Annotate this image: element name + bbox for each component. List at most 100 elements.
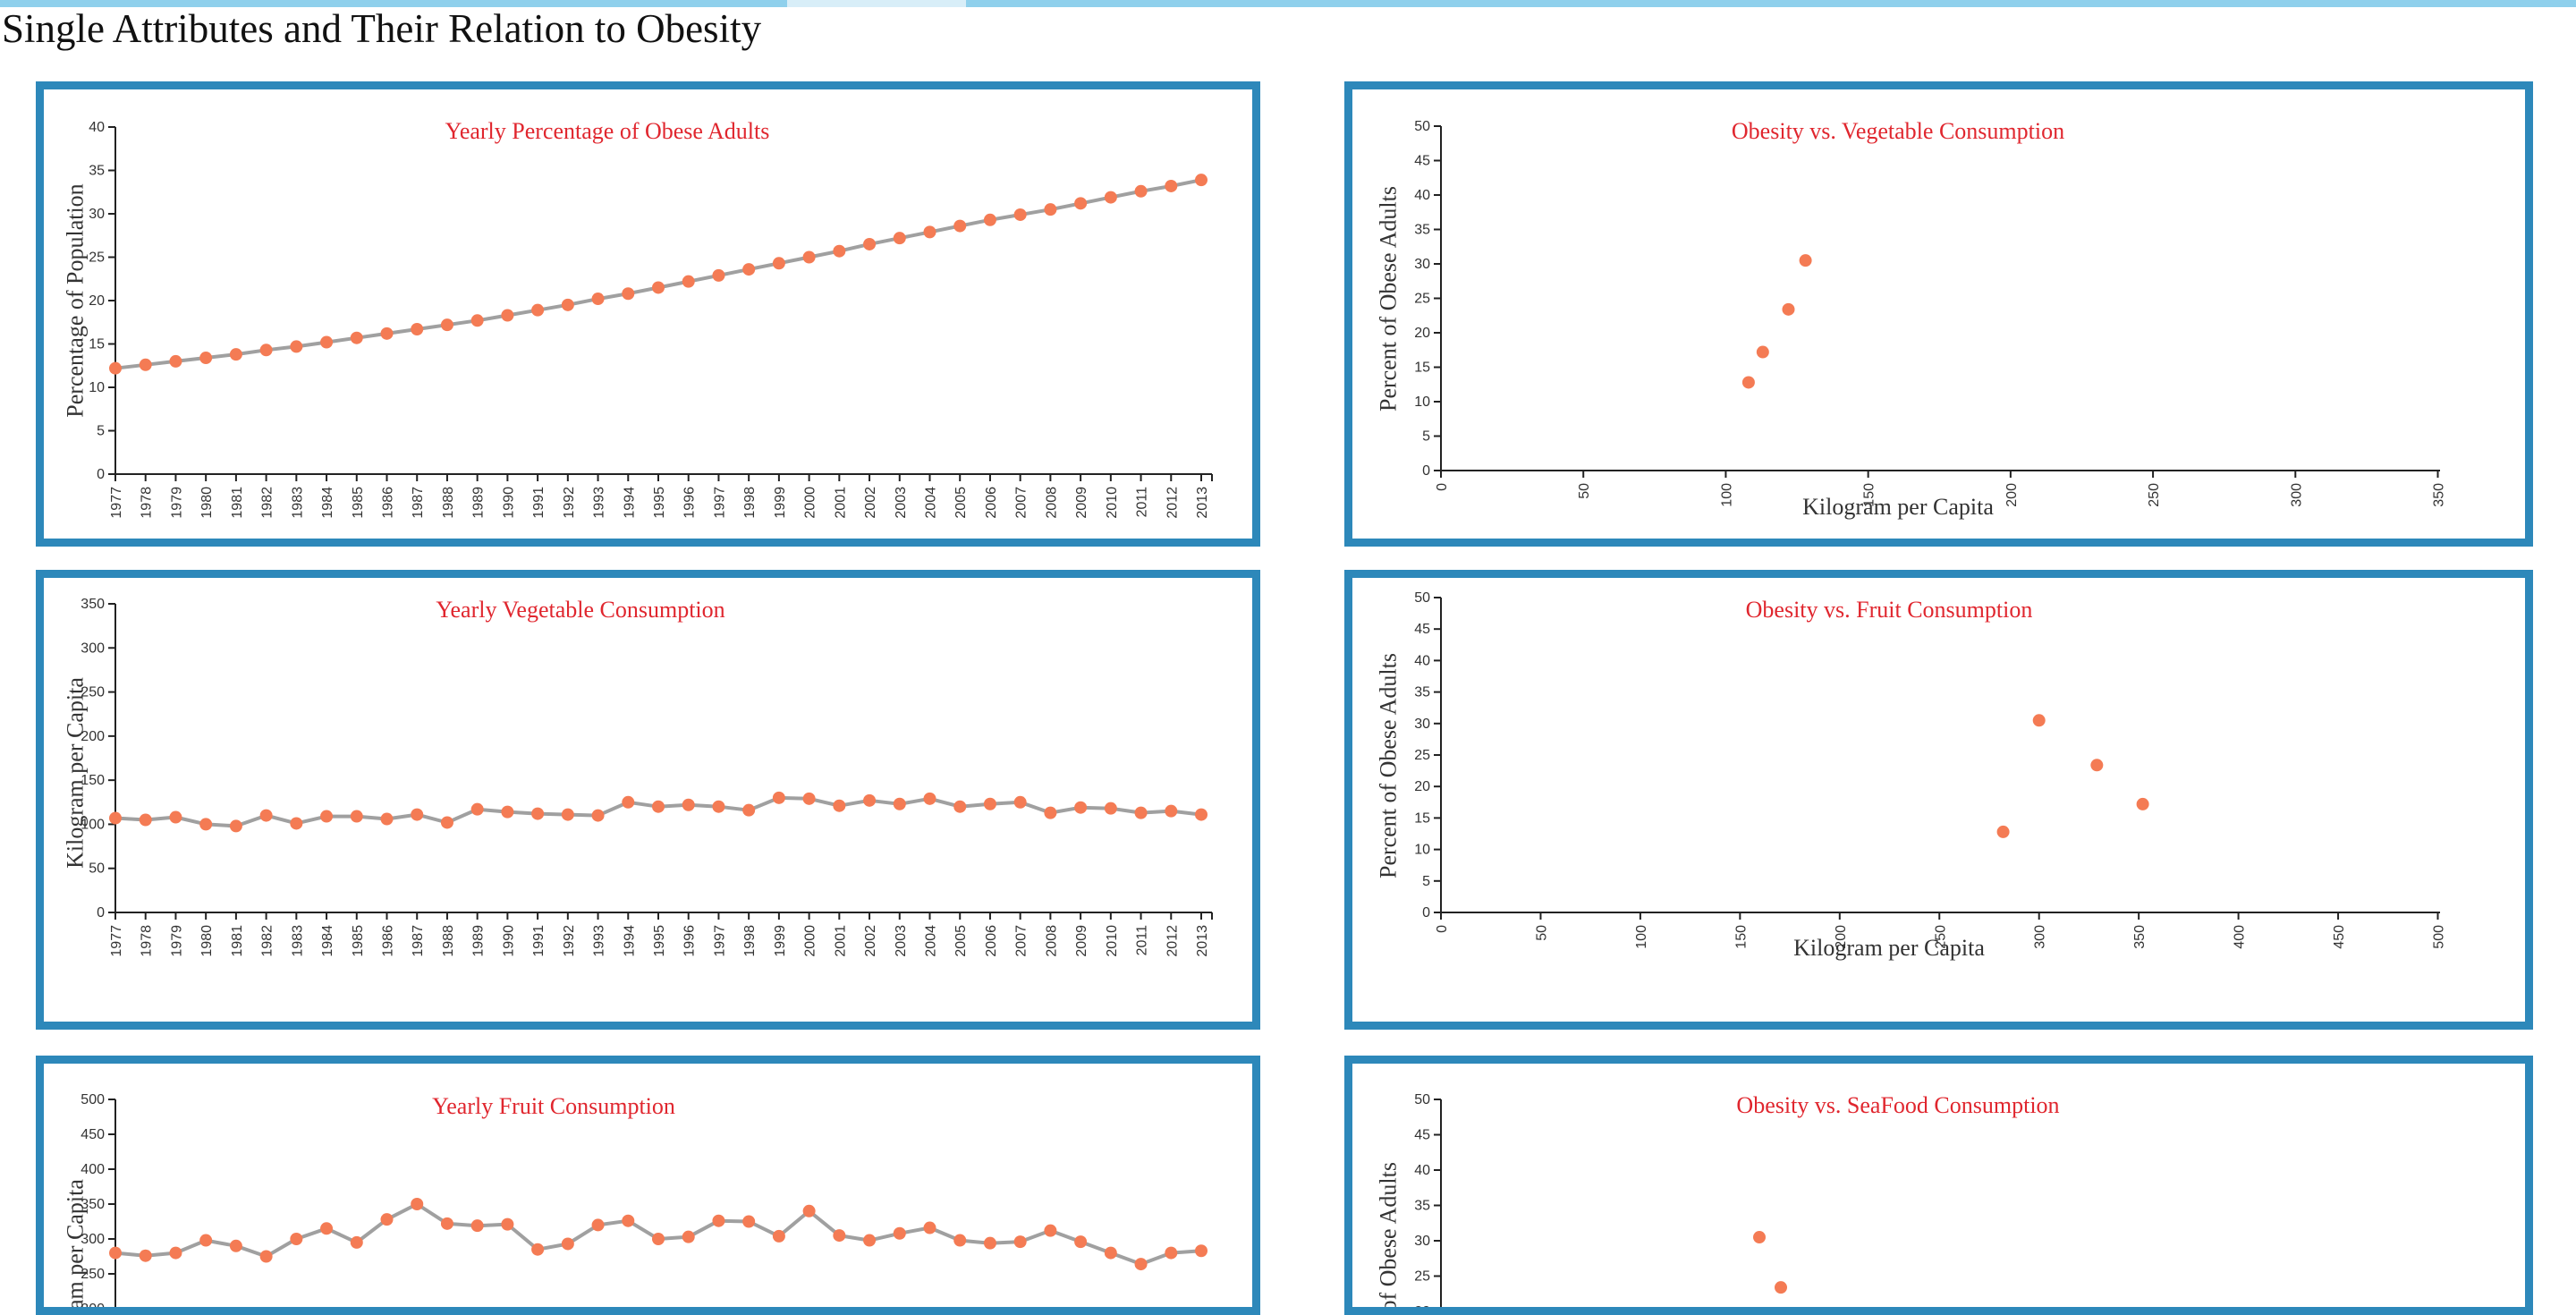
data-point (229, 348, 242, 361)
y-tick-label: 35 (1414, 1199, 1430, 1214)
y-tick-label: 250 (80, 1267, 105, 1282)
x-tick-label: 500 (2432, 925, 2447, 949)
data-point (199, 818, 213, 831)
y-tick-label: 300 (80, 1232, 105, 1247)
data-point (290, 1233, 303, 1245)
data-point (139, 1249, 152, 1262)
y-tick-label: 5 (1422, 429, 1430, 445)
data-point (833, 244, 846, 258)
data-point (833, 799, 846, 812)
data-point (290, 340, 303, 353)
y-tick-label: 100 (80, 817, 105, 832)
x-tick-label: 2012 (1165, 487, 1180, 519)
y-tick-label: 30 (89, 207, 105, 222)
data-point (652, 1233, 665, 1245)
chart-obesity-vs-vegetable: 0 5 10 15 20 25 30 35 40 45 50 Percent of Obese Adu… (1375, 118, 2446, 520)
data-point (1074, 1235, 1088, 1249)
x-tick-label: 1983 (290, 487, 305, 519)
x-tick-label: 2005 (953, 487, 969, 519)
chart-obesity-vs-fruit: 0 5 10 15 20 25 30 35 40 45 50 Percent of Obese Adu… (1375, 590, 2447, 961)
top-nav-strip (0, 0, 2576, 7)
x-tick-label: 200 (1834, 925, 1849, 949)
x-axis-title: Kilogram per Capita (1793, 935, 1985, 961)
x-tick-label: 1992 (562, 487, 577, 519)
y-axis-title: Percent of Obese Adults (1375, 653, 1401, 878)
x-tick-label: 1999 (773, 925, 788, 957)
y-tick-label: 0 (97, 467, 105, 482)
x-tick-label: 1993 (592, 925, 607, 957)
data-point (1753, 1231, 1766, 1244)
panel-obesity-vs-vegetable: 0 5 10 15 20 25 30 35 40 45 50 Percent of Obese Adu… (1344, 81, 2533, 547)
data-point (1044, 1224, 1057, 1237)
x-tick-label: 2000 (803, 487, 818, 519)
x-tick-label: 1995 (652, 925, 667, 957)
data-point (1074, 197, 1088, 210)
y-tick-label: 200 (80, 729, 105, 744)
data-point (139, 813, 152, 827)
data-point (259, 1250, 273, 1263)
data-point (1104, 191, 1117, 204)
chart-yearly-obesity: 0 5 10 15 20 25 30 35 40 Percentage of Population… (62, 118, 1213, 519)
data-point (742, 263, 756, 276)
chart-yearly-vegetable: 0 50 100 150 200 250 300 350 Kilogram per Capita… (62, 597, 1213, 957)
y-tick-label: 45 (1414, 154, 1430, 169)
data-point (290, 817, 303, 830)
y-tick-label: 45 (1414, 1128, 1430, 1143)
x-tick-label: 1998 (742, 925, 758, 957)
y-tick-label: 25 (1414, 748, 1430, 763)
x-tick-label: 1981 (230, 925, 245, 957)
data-point (682, 1230, 695, 1243)
data-point (2032, 714, 2046, 727)
y-tick-label: 45 (1414, 622, 1430, 637)
x-tick-label: 2001 (833, 487, 848, 519)
x-tick-label: 2012 (1165, 925, 1180, 957)
data-point (259, 344, 273, 357)
x-tick-label: 1984 (320, 487, 335, 519)
x-tick-label: 1994 (622, 487, 637, 519)
top-nav-notch (787, 0, 966, 7)
data-point (1165, 804, 1178, 818)
data-point (1741, 376, 1755, 389)
x-tick-label: 2011 (1135, 925, 1150, 956)
data-point (169, 810, 182, 824)
data-point (411, 808, 424, 821)
data-point (622, 1214, 635, 1227)
x-tick-label: 2006 (984, 487, 999, 519)
data-point (1165, 1246, 1178, 1260)
x-tick-label: 2000 (803, 925, 818, 957)
y-tick-label: 250 (80, 685, 105, 700)
data-point (350, 331, 363, 344)
x-tick-label: 1988 (441, 487, 456, 519)
x-tick-label: 0 (1435, 483, 1450, 491)
x-tick-label: 1990 (501, 925, 516, 957)
panel-yearly-obesity: 0 5 10 15 20 25 30 35 40 Percentage of Population… (36, 81, 1260, 547)
data-point (440, 816, 453, 829)
data-point (923, 225, 936, 239)
data-point (1134, 806, 1148, 819)
data-point (953, 219, 967, 233)
y-tick-label: 10 (1414, 394, 1430, 410)
y-tick-label: 30 (1414, 257, 1430, 272)
x-tick-label: 2010 (1105, 487, 1120, 519)
y-tick-label: 0 (97, 905, 105, 920)
data-point (380, 1213, 394, 1226)
data-point (772, 791, 785, 804)
y-tick-label: 0 (1422, 463, 1430, 479)
x-tick-label: 1982 (260, 487, 275, 519)
page-title: Single Attributes and Their Relation to … (2, 6, 762, 51)
data-point (1134, 184, 1148, 198)
data-point (470, 802, 484, 816)
data-point (169, 354, 182, 368)
y-tick-label: 30 (1414, 1234, 1430, 1249)
data-point (1782, 302, 1795, 316)
y-tick-label: 30 (1414, 717, 1430, 732)
x-tick-label: 1989 (471, 487, 487, 519)
data-point (109, 361, 122, 375)
data-point (591, 1218, 605, 1232)
x-tick-label: 2004 (924, 925, 939, 957)
x-tick-label: 150 (1733, 925, 1749, 949)
y-tick-label: 20 (89, 293, 105, 309)
data-point (591, 293, 605, 306)
data-point (531, 303, 545, 317)
